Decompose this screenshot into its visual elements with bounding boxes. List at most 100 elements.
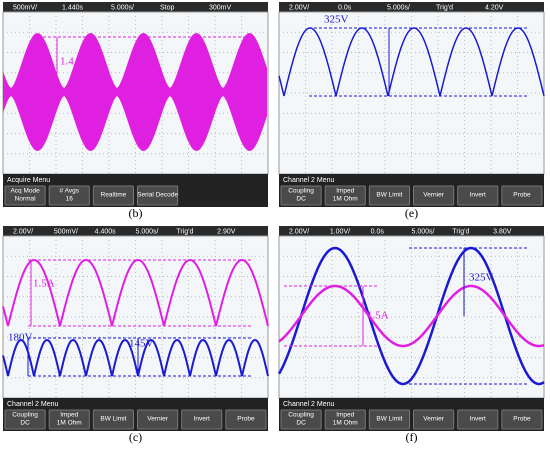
button-label: BW Limit <box>376 416 402 423</box>
menu-button <box>181 409 223 430</box>
button-label: Imped <box>336 188 354 195</box>
status-text: 5.000s/ <box>387 4 410 11</box>
button-label: DC <box>296 196 306 203</box>
scope-panel: 2.00V/1.00V/0.0s 5.000s/Trig'd 3.80V 325V 1.… <box>277 226 545 444</box>
button-label: Vernier <box>423 192 444 199</box>
menu-button <box>280 409 322 430</box>
button-label: Coupling <box>288 412 314 419</box>
status-text: 500mV/ <box>13 4 37 11</box>
menu-button <box>457 185 499 206</box>
status-text: 2.00V/ <box>289 4 309 11</box>
status-bar <box>279 2 544 12</box>
status-text: 3.80V <box>493 228 512 235</box>
annotation: 1.4A <box>60 56 82 68</box>
menu-button <box>4 185 46 206</box>
button-label: Invert <box>470 192 486 199</box>
menu-area <box>279 398 544 431</box>
annotation: 325V <box>324 14 349 26</box>
status-bar <box>3 2 268 12</box>
status-text: 1.440s <box>62 4 84 11</box>
status-text: 0.0s <box>338 4 352 11</box>
menu-title: Channel 2 Menu <box>283 401 334 408</box>
annotation: 1.5A <box>33 278 55 290</box>
current-waveform <box>3 33 267 151</box>
scope-panel: 2.00V/0.0s 5.000s/Trig'd 4.20V 325V Channel … <box>278 2 545 220</box>
button-label: Vernier <box>423 416 444 423</box>
status-text: 2.00V/ <box>289 228 309 235</box>
button-label: 1M Ohm <box>57 420 82 427</box>
caption: (b) <box>129 206 143 220</box>
voltage-waveform <box>277 246 545 386</box>
status-text: Trig'd <box>436 4 453 11</box>
button-label: Probe <box>237 416 255 423</box>
button-label: 1M Ohm <box>333 420 358 427</box>
waveforms <box>2 258 269 377</box>
status-text: 5.000s/ <box>412 228 435 235</box>
button-label: BW Limit <box>376 192 402 199</box>
voltage-waveform <box>278 27 545 97</box>
current-waveform <box>2 258 269 327</box>
button-label: DC <box>20 420 30 427</box>
waveforms <box>277 246 545 386</box>
current-waveform <box>278 284 545 348</box>
button-label: Coupling <box>12 412 38 419</box>
button-label: 16 <box>66 196 74 203</box>
menu-button <box>92 409 135 430</box>
status-text: 5.000s/ <box>136 228 159 235</box>
status-text: 4.20V <box>485 4 504 11</box>
menu-title: Channel 2 Menu <box>7 401 58 408</box>
menu-button <box>413 409 455 430</box>
waveforms <box>3 33 267 151</box>
menu-area <box>279 174 544 207</box>
menu-title: Channel 2 Menu <box>283 177 334 184</box>
status-text: 5.000s/ <box>111 4 134 11</box>
status-text: Stop <box>160 4 175 11</box>
status-text: 0.0s <box>371 228 385 235</box>
menu-button <box>457 409 499 430</box>
menu-title: Acquire Menu <box>7 177 50 184</box>
menu-button <box>48 409 90 430</box>
menu-button <box>501 409 543 430</box>
status-text: 2.90V <box>217 228 236 235</box>
annotation: 1.5A <box>367 310 389 322</box>
waveforms <box>278 27 545 97</box>
status-text: 1.00V/ <box>330 228 350 235</box>
annotation: 325V <box>469 272 494 284</box>
menu-button <box>324 185 366 206</box>
status-bar <box>279 226 544 236</box>
menu-area <box>3 174 268 207</box>
menu-button <box>92 185 135 206</box>
button-label: 1M Ohm <box>333 196 358 203</box>
button-label: BW Limit <box>100 416 126 423</box>
status-text: 4.400s <box>95 228 117 235</box>
scope-panel: 500mV/1.440s 5.000s/Stop 300mV 1.4A Acquire … <box>2 2 269 220</box>
menu-button <box>368 185 411 206</box>
status-text: 2.00V/ <box>13 228 33 235</box>
button-label: Imped <box>60 412 78 419</box>
menu-button <box>280 185 322 206</box>
caption: (c) <box>129 430 142 444</box>
menu-button <box>137 185 179 206</box>
caption: (e) <box>405 206 418 220</box>
menu-button <box>413 185 455 206</box>
button-label: Acq Mode <box>10 188 40 195</box>
menu-button <box>225 409 267 430</box>
button-label: Invert <box>470 416 486 423</box>
button-label: Normal <box>15 196 37 203</box>
button-label: Serial Decode <box>137 192 178 199</box>
status-text: 300mV <box>209 4 232 11</box>
status-text: Trig'd <box>452 228 469 235</box>
caption: (f) <box>406 430 418 444</box>
button-label: Realtime <box>101 192 127 199</box>
scope-panel: 2.00V/500mV/4.400s 5.000s/Trig'd 2.90V 1.5A… <box>2 226 269 444</box>
menu-area <box>3 398 268 431</box>
button-label: DC <box>296 420 306 427</box>
status-bar <box>3 226 268 236</box>
menu-button <box>324 409 366 430</box>
status-text: Trig'd <box>176 228 193 235</box>
button-label: Probe <box>513 416 531 423</box>
menu-button <box>4 409 46 430</box>
button-label: Probe <box>513 192 531 199</box>
menu-button <box>501 185 543 206</box>
